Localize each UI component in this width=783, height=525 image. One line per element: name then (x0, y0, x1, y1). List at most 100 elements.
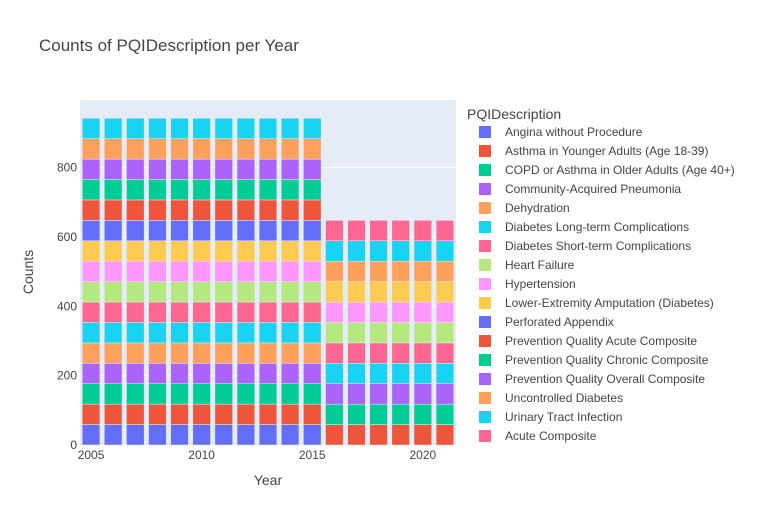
bar-segment[interactable] (435, 240, 455, 262)
bar-segment[interactable] (369, 403, 388, 425)
bar-segment[interactable] (214, 199, 233, 221)
bar-segment[interactable] (347, 403, 366, 425)
bar-segment[interactable] (170, 138, 189, 160)
bar-segment[interactable] (170, 424, 189, 446)
bar-segment[interactable] (148, 138, 167, 160)
bar-segment[interactable] (258, 179, 278, 201)
bar-segment[interactable] (192, 403, 211, 425)
bar-segment[interactable] (435, 424, 455, 446)
bar-segment[interactable] (435, 220, 455, 242)
bar-segment[interactable] (104, 281, 123, 303)
bar-segment[interactable] (148, 424, 167, 446)
bar-segment[interactable] (281, 342, 300, 364)
bar-segment[interactable] (391, 342, 410, 364)
bar-segment[interactable] (192, 199, 211, 221)
bar-segment[interactable] (214, 220, 233, 242)
bar-segment[interactable] (192, 383, 211, 405)
bar-segment[interactable] (170, 220, 189, 242)
bar-segment[interactable] (413, 281, 432, 303)
bar-segment[interactable] (347, 363, 366, 384)
bar-segment[interactable] (303, 240, 322, 262)
bar-segment[interactable] (148, 220, 167, 242)
bar-segment[interactable] (369, 260, 388, 282)
bar-segment[interactable] (236, 301, 255, 323)
bar-segment[interactable] (236, 199, 255, 221)
bar-segment[interactable] (148, 179, 167, 201)
bar-segment[interactable] (347, 424, 366, 446)
bar-segment[interactable] (303, 322, 322, 344)
bar-segment[interactable] (214, 179, 233, 201)
legend-swatch[interactable] (479, 278, 491, 290)
bar-segment[interactable] (148, 322, 167, 344)
legend-swatch[interactable] (479, 259, 491, 271)
bar-segment[interactable] (258, 138, 278, 160)
bar-segment[interactable] (258, 240, 278, 262)
bar-segment[interactable] (104, 138, 123, 160)
bar-segment[interactable] (104, 199, 123, 221)
bar-segment[interactable] (281, 138, 300, 160)
bar-segment[interactable] (214, 117, 233, 139)
bar-segment[interactable] (258, 403, 278, 425)
legend-item-label[interactable]: Heart Failure (505, 258, 575, 272)
bar-segment[interactable] (81, 403, 101, 425)
bar-segment[interactable] (236, 342, 255, 364)
bar-segment[interactable] (347, 240, 366, 262)
bar-segment[interactable] (303, 301, 322, 323)
bar-segment[interactable] (435, 322, 455, 344)
bar-segment[interactable] (236, 383, 255, 405)
bar-segment[interactable] (435, 363, 455, 384)
bar-segment[interactable] (236, 138, 255, 160)
bar-segment[interactable] (104, 240, 123, 262)
bar-segment[interactable] (413, 363, 432, 384)
bar-segment[interactable] (104, 363, 123, 384)
bar-segment[interactable] (303, 342, 322, 364)
bar-segment[interactable] (413, 322, 432, 344)
bar-segment[interactable] (126, 260, 145, 282)
bar-segment[interactable] (369, 281, 388, 303)
bar-segment[interactable] (347, 301, 366, 323)
bar-segment[interactable] (413, 301, 432, 323)
bar-segment[interactable] (81, 117, 101, 139)
legend-swatch[interactable] (479, 335, 491, 347)
bar-segment[interactable] (281, 220, 300, 242)
bar-segment[interactable] (192, 117, 211, 139)
bar-segment[interactable] (303, 117, 322, 139)
legend-item-label[interactable]: Diabetes Long-term Complications (505, 220, 689, 234)
bar-segment[interactable] (170, 403, 189, 425)
bar-segment[interactable] (104, 179, 123, 201)
bar-segment[interactable] (104, 424, 123, 446)
bar-segment[interactable] (126, 301, 145, 323)
bar-segment[interactable] (303, 383, 322, 405)
bar-segment[interactable] (281, 322, 300, 344)
legend-swatch[interactable] (479, 430, 491, 442)
legend-item-label[interactable]: COPD or Asthma in Older Adults (Age 40+) (505, 163, 735, 177)
bar-segment[interactable] (303, 158, 322, 180)
bar-segment[interactable] (281, 383, 300, 405)
bar-segment[interactable] (126, 138, 145, 160)
bar-segment[interactable] (81, 281, 101, 303)
bar-segment[interactable] (104, 220, 123, 242)
bar-segment[interactable] (104, 158, 123, 180)
legend-swatch[interactable] (479, 411, 491, 423)
bar-segment[interactable] (214, 301, 233, 323)
bar-segment[interactable] (192, 424, 211, 446)
bar-segment[interactable] (81, 424, 101, 446)
bar-segment[interactable] (258, 117, 278, 139)
legend-item-label[interactable]: Community-Acquired Pneumonia (505, 182, 681, 196)
bar-segment[interactable] (81, 383, 101, 405)
bar-segment[interactable] (126, 403, 145, 425)
bar-segment[interactable] (413, 403, 432, 425)
bar-segment[interactable] (258, 301, 278, 323)
legend-item-label[interactable]: Dehydration (505, 201, 570, 215)
bar-segment[interactable] (413, 383, 432, 405)
bar-segment[interactable] (369, 342, 388, 364)
bar-segment[interactable] (325, 403, 344, 425)
bar-segment[interactable] (347, 322, 366, 344)
bar-segment[interactable] (325, 363, 344, 384)
bar-segment[interactable] (81, 363, 101, 384)
bar-segment[interactable] (214, 260, 233, 282)
bar-segment[interactable] (214, 424, 233, 446)
bar-segment[interactable] (148, 383, 167, 405)
legend-item-label[interactable]: Hypertension (505, 277, 576, 291)
bar-segment[interactable] (435, 281, 455, 303)
